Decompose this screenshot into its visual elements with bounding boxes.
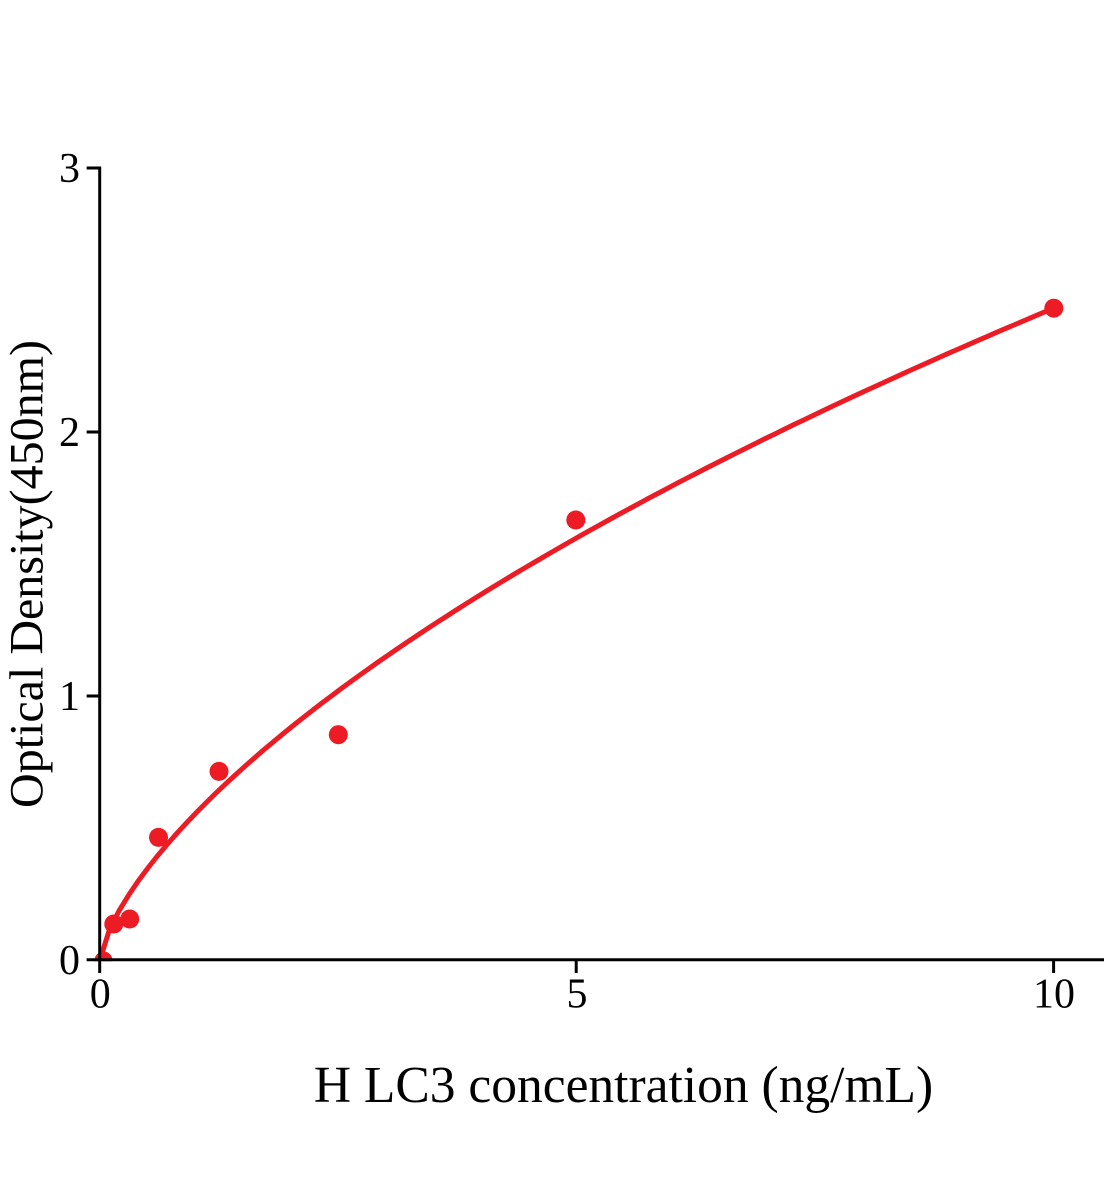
svg-text:10: 10 [1033,972,1075,1018]
svg-text:0: 0 [59,938,80,984]
svg-text:3: 3 [59,146,80,192]
svg-text:Optical Density(450nm): Optical Density(450nm) [1,340,54,808]
svg-text:2: 2 [59,410,80,456]
svg-text:H LC3 concentration (ng/mL): H LC3 concentration (ng/mL) [314,1057,933,1114]
svg-text:1: 1 [59,674,80,720]
svg-text:5: 5 [567,972,588,1018]
svg-text:0: 0 [90,972,111,1018]
